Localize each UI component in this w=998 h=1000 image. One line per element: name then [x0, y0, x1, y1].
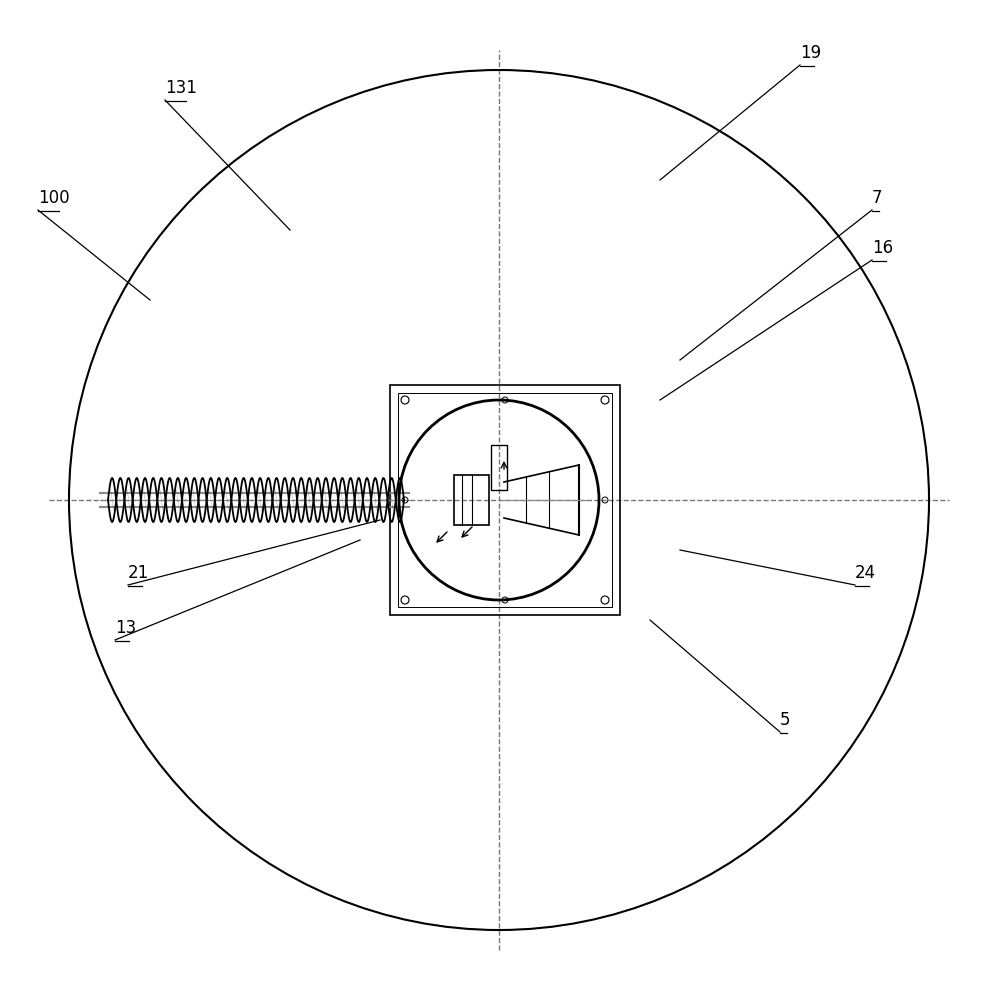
Text: 24: 24	[855, 564, 876, 582]
Bar	[454, 475, 489, 525]
Text: 131: 131	[165, 79, 197, 97]
Text: 16: 16	[872, 239, 893, 257]
Text: 5: 5	[780, 711, 790, 729]
Text: 100: 100	[38, 189, 70, 207]
Bar	[390, 385, 620, 615]
Text: 7: 7	[872, 189, 882, 207]
Text: 19: 19	[800, 44, 821, 62]
Bar	[398, 393, 612, 607]
Text: 13: 13	[115, 619, 137, 637]
Bar	[491, 445, 507, 490]
Text: 21: 21	[128, 564, 150, 582]
